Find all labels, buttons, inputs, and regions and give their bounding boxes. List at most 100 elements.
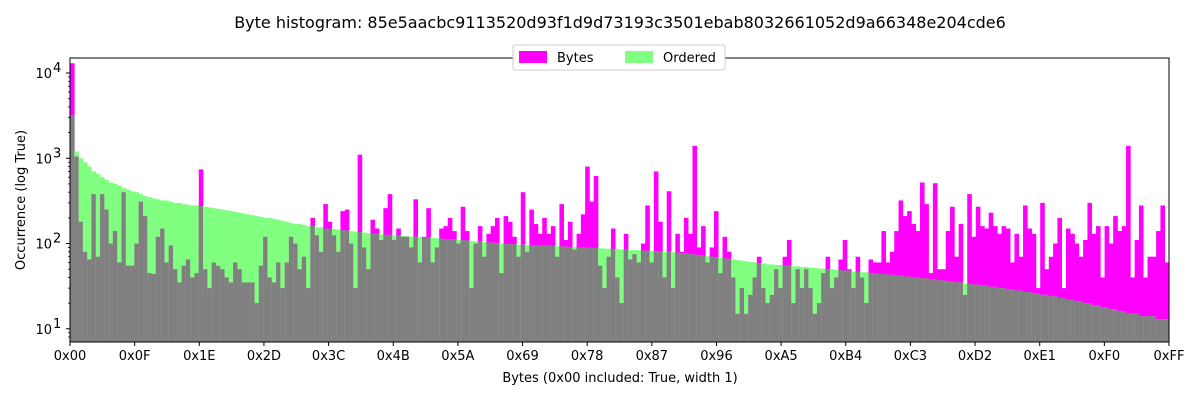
bar-overlap <box>984 285 989 342</box>
bar-overlap <box>1130 313 1135 342</box>
bar-overlap <box>495 243 500 342</box>
bar-overlap <box>735 313 741 342</box>
x-tick-label: 0x1E <box>183 349 215 364</box>
bar-overlap <box>898 275 904 342</box>
bar-bytes <box>1134 240 1140 342</box>
bar-overlap <box>151 273 157 342</box>
bar-ordered <box>812 267 818 342</box>
bar-overlap <box>121 192 127 342</box>
bar-bytes <box>1130 277 1135 342</box>
bar-bytes <box>1053 243 1058 342</box>
x-tick-label: 0x96 <box>700 349 733 364</box>
bar-bytes <box>1057 217 1062 342</box>
bar-overlap <box>550 246 556 342</box>
bar-overlap <box>761 288 766 342</box>
bar-overlap <box>370 233 376 342</box>
bar-overlap <box>842 270 848 342</box>
y-tick-exponent: 1 <box>53 317 61 332</box>
x-axis-label: Bytes (0x00 included: True, width 1) <box>502 371 737 386</box>
bar-overlap <box>443 239 449 342</box>
bar-overlap <box>1121 311 1127 342</box>
bar-overlap <box>426 237 431 342</box>
bar-overlap <box>662 277 668 342</box>
bar-overlap <box>400 236 406 342</box>
bar-overlap <box>920 278 925 342</box>
bar-overlap <box>512 244 517 342</box>
bar-bytes <box>984 228 989 342</box>
bar-overlap <box>859 277 865 342</box>
bar-overlap <box>327 228 333 342</box>
legend-swatch-ordered <box>625 51 653 63</box>
bar-overlap <box>825 269 831 342</box>
bar-overlap <box>473 243 479 342</box>
bar-overlap <box>1126 313 1131 342</box>
bar-overlap <box>391 240 397 342</box>
bar-overlap <box>675 252 680 342</box>
bar-overlap <box>589 247 595 342</box>
bar-overlap <box>881 273 886 342</box>
bar-overlap <box>795 269 801 342</box>
bar-overlap <box>653 251 659 342</box>
bar-overlap <box>997 288 1002 342</box>
x-tick-label: 0x78 <box>571 349 604 364</box>
bar-overlap <box>774 269 779 342</box>
bar-overlap <box>413 236 419 342</box>
y-tick-exponent: 4 <box>53 61 61 76</box>
bar-overlap <box>233 262 238 342</box>
bar-overlap <box>812 313 818 342</box>
bar-overlap <box>374 234 380 342</box>
x-tick-label: 0xFF <box>1154 349 1185 364</box>
bar-overlap <box>74 156 79 342</box>
bar-bytes <box>1117 231 1123 342</box>
bar-bytes <box>1027 228 1032 342</box>
bar-overlap <box>894 275 899 342</box>
bar-overlap <box>185 259 191 342</box>
bar-ordered <box>224 210 230 342</box>
bar-bytes <box>1143 277 1148 342</box>
bar-overlap <box>932 279 938 342</box>
bar-overlap <box>344 230 350 342</box>
bar-overlap <box>1074 301 1080 342</box>
bar-overlap <box>928 279 934 342</box>
bar-overlap <box>357 232 363 342</box>
bar-overlap <box>1031 293 1037 342</box>
bar-overlap <box>769 294 775 342</box>
bar-overlap <box>1065 299 1071 342</box>
bar-overlap <box>1061 297 1067 342</box>
bar-overlap <box>632 254 637 342</box>
bar-overlap <box>293 243 298 342</box>
bar-overlap <box>100 194 105 342</box>
bar-overlap <box>636 262 642 342</box>
bar-overlap <box>108 243 114 342</box>
bar-overlap <box>559 246 564 342</box>
bar-overlap <box>95 256 101 342</box>
bar-overlap <box>464 240 470 342</box>
bar-overlap <box>104 209 109 342</box>
bar-overlap <box>907 276 912 342</box>
bar-ordered <box>207 207 212 342</box>
x-tick-label: 0x00 <box>54 349 87 364</box>
bar-overlap <box>1001 288 1007 342</box>
bar-bytes <box>1126 145 1131 342</box>
bar-overlap <box>164 262 170 342</box>
bar-overlap <box>469 288 474 342</box>
bar-ordered <box>619 249 625 342</box>
bar-overlap <box>739 288 745 342</box>
bar-overlap <box>155 236 161 342</box>
bar-overlap <box>310 226 315 342</box>
bar-overlap <box>726 258 732 342</box>
bar-overlap <box>567 247 573 342</box>
bar-overlap <box>1023 292 1028 342</box>
bar-overlap <box>340 230 346 342</box>
bar-bytes <box>1113 216 1118 342</box>
x-tick-label: 0xB4 <box>829 349 862 364</box>
legend-swatch-bytes <box>519 51 547 63</box>
bar-overlap <box>786 265 792 342</box>
bar-overlap <box>417 262 423 342</box>
bar-overlap <box>134 243 139 342</box>
bar-overlap <box>224 277 230 342</box>
bar-bytes <box>1164 262 1170 342</box>
bar-overlap <box>1134 313 1140 342</box>
bar-overlap <box>902 276 908 342</box>
